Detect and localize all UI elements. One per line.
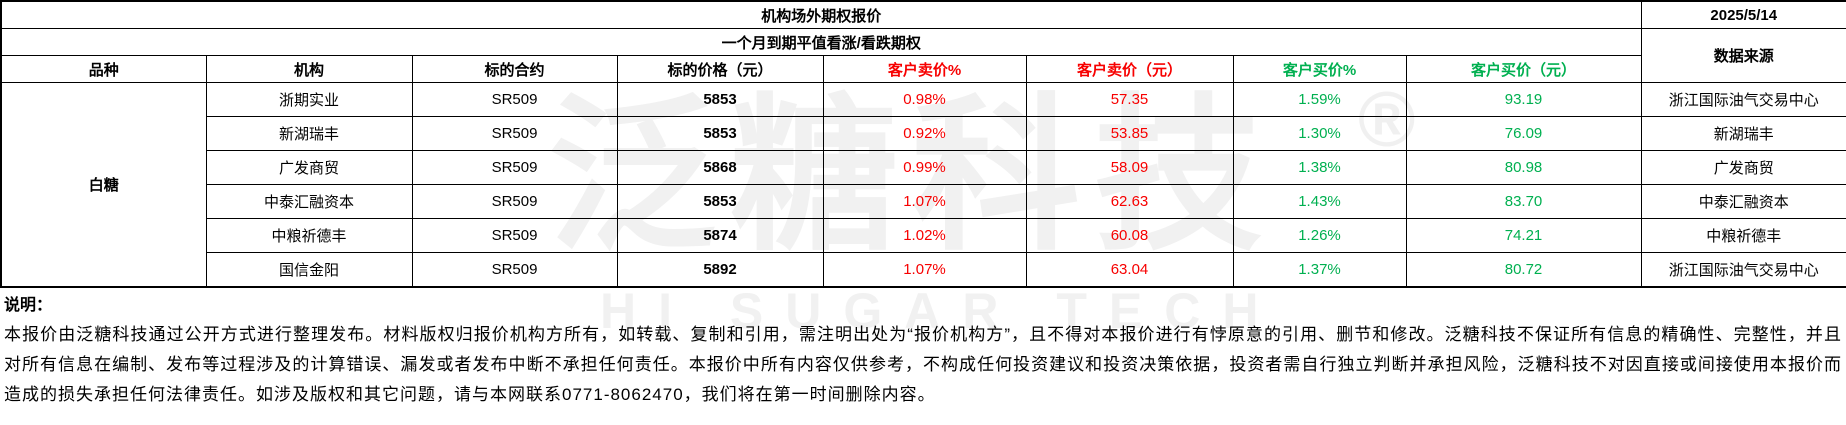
buy-price-cell: 93.19 <box>1405 82 1642 117</box>
column-header-institution: 机构 <box>205 55 413 83</box>
underlying-price-cell: 5868 <box>616 150 824 185</box>
buy-pct-cell: 1.37% <box>1232 252 1407 288</box>
institution-cell: 广发商贸 <box>205 150 413 185</box>
buy-price-cell: 80.72 <box>1405 252 1642 288</box>
institution-cell: 中粮祈德丰 <box>205 218 413 253</box>
report-date: 2025/5/14 <box>1640 0 1846 29</box>
column-header-contract: 标的合约 <box>411 55 618 83</box>
underlying-price-cell: 5874 <box>616 218 824 253</box>
underlying-price-cell: 5892 <box>616 252 824 288</box>
sell-price-cell: 53.85 <box>1025 116 1234 151</box>
sell-pct-cell: 1.02% <box>822 218 1027 253</box>
buy-pct-cell: 1.59% <box>1232 82 1407 117</box>
column-header-sell-pct: 客户卖价% <box>822 55 1027 83</box>
source-cell: 浙江国际油气交易中心 <box>1640 252 1846 288</box>
quote-table: 机构场外期权报价 2025/5/14 一个月到期平值看涨/看跌期权 数据来源 品… <box>0 0 1846 288</box>
source-cell: 新湖瑞丰 <box>1640 116 1846 151</box>
underlying-price-cell: 5853 <box>616 184 824 219</box>
sell-pct-cell: 1.07% <box>822 184 1027 219</box>
underlying-price-cell: 5853 <box>616 82 824 117</box>
buy-pct-cell: 1.30% <box>1232 116 1407 151</box>
table-row: 广发商贸 SR509 5868 0.99% 58.09 1.38% 80.98 … <box>1 150 1846 185</box>
buy-pct-cell: 1.26% <box>1232 218 1407 253</box>
contract-cell: SR509 <box>411 82 618 117</box>
buy-price-cell: 74.21 <box>1405 218 1642 253</box>
notes-section: 说明： 本报价由泛糖科技通过公开方式进行整理发布。材料版权归报价机构方所有，如转… <box>0 288 1846 410</box>
subtitle-row: 一个月到期平值看涨/看跌期权 数据来源 <box>0 28 1846 83</box>
sell-pct-cell: 0.99% <box>822 150 1027 185</box>
page-title: 机构场外期权报价 <box>0 0 1642 29</box>
contract-cell: SR509 <box>411 116 618 151</box>
sell-price-cell: 62.63 <box>1025 184 1234 219</box>
title-row: 机构场外期权报价 2025/5/14 <box>0 0 1846 29</box>
sell-price-cell: 57.35 <box>1025 82 1234 117</box>
variety-cell: 白糖 <box>0 82 207 288</box>
column-header-source: 数据来源 <box>1640 28 1846 83</box>
sell-pct-cell: 0.98% <box>822 82 1027 117</box>
sell-price-cell: 63.04 <box>1025 252 1234 288</box>
source-cell: 广发商贸 <box>1640 150 1846 185</box>
source-cell: 中粮祈德丰 <box>1640 218 1846 253</box>
institution-cell: 新湖瑞丰 <box>205 116 413 151</box>
sell-pct-cell: 1.07% <box>822 252 1027 288</box>
institution-cell: 国信金阳 <box>205 252 413 288</box>
contract-cell: SR509 <box>411 252 618 288</box>
table-row: 中泰汇融资本 SR509 5853 1.07% 62.63 1.43% 83.7… <box>1 184 1846 219</box>
contract-cell: SR509 <box>411 218 618 253</box>
table-row: 国信金阳 SR509 5892 1.07% 63.04 1.37% 80.72 … <box>1 252 1846 288</box>
column-header-variety: 品种 <box>0 55 207 83</box>
buy-price-cell: 80.98 <box>1405 150 1642 185</box>
contract-cell: SR509 <box>411 150 618 185</box>
column-header-buy-pct: 客户买价% <box>1232 55 1407 83</box>
source-cell: 中泰汇融资本 <box>1640 184 1846 219</box>
column-header-buy-price: 客户买价（元） <box>1405 55 1642 83</box>
column-header-underlying-price: 标的价格（元） <box>616 55 824 83</box>
sell-price-cell: 58.09 <box>1025 150 1234 185</box>
disclaimer-text: 本报价由泛糖科技通过公开方式进行整理发布。材料版权归报价机构方所有，如转载、复制… <box>4 325 1842 404</box>
column-header-row: 品种 机构 标的合约 标的价格（元） 客户卖价% 客户卖价（元） 客户买价% 客… <box>0 55 1846 83</box>
institution-cell: 中泰汇融资本 <box>205 184 413 219</box>
report-subtitle: 一个月到期平值看涨/看跌期权 <box>0 28 1642 56</box>
table-row: 中粮祈德丰 SR509 5874 1.02% 60.08 1.26% 74.21… <box>1 218 1846 253</box>
institution-cell: 浙期实业 <box>205 82 413 117</box>
column-header-sell-price: 客户卖价（元） <box>1025 55 1234 83</box>
buy-price-cell: 76.09 <box>1405 116 1642 151</box>
buy-pct-cell: 1.38% <box>1232 150 1407 185</box>
buy-pct-cell: 1.43% <box>1232 184 1407 219</box>
source-cell: 浙江国际油气交易中心 <box>1640 82 1846 117</box>
table-row: 新湖瑞丰 SR509 5853 0.92% 53.85 1.30% 76.09 … <box>1 116 1846 151</box>
buy-price-cell: 83.70 <box>1405 184 1642 219</box>
notes-label: 说明： <box>4 297 53 314</box>
sell-price-cell: 60.08 <box>1025 218 1234 253</box>
table-row: 白糖 浙期实业 SR509 5853 0.98% 57.35 1.59% 93.… <box>0 82 1846 288</box>
contract-cell: SR509 <box>411 184 618 219</box>
sell-pct-cell: 0.92% <box>822 116 1027 151</box>
underlying-price-cell: 5853 <box>616 116 824 151</box>
